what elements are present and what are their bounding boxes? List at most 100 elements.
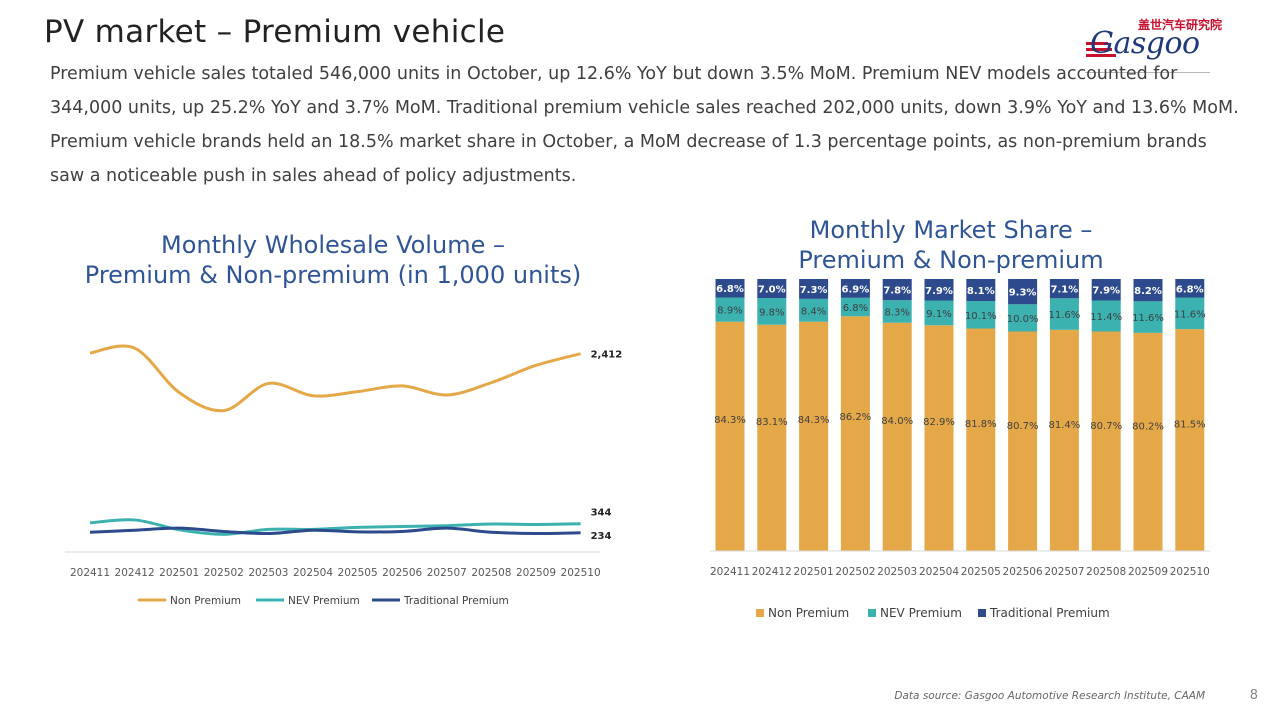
bar-segment-traditional-premium	[757, 279, 787, 299]
logo-wordmark: Gasgoo	[1090, 26, 1200, 61]
bar-data-label: 7.0%	[758, 285, 786, 296]
bar-data-label: 6.8%	[716, 284, 744, 295]
legend-swatch	[868, 609, 876, 617]
bar-data-label: 81.5%	[1174, 419, 1206, 430]
bar-segment-traditional-premium	[1175, 279, 1205, 298]
legend-label: Non Premium	[768, 606, 849, 620]
bar-data-label: 6.8%	[843, 303, 868, 314]
x-tick-label: 202502	[204, 567, 244, 579]
bar-segment-non-premium	[924, 325, 954, 551]
bar-data-label: 80.2%	[1132, 422, 1164, 433]
x-tick-label: 202505	[961, 566, 1001, 578]
bar-segment-non-premium	[882, 322, 912, 551]
bar-data-label: 8.9%	[717, 306, 742, 317]
bar-data-label: 11.4%	[1090, 312, 1122, 323]
bar-data-label: 7.1%	[1051, 285, 1079, 296]
legend-label: NEV Premium	[288, 595, 360, 607]
line-end-label: 234	[591, 531, 612, 542]
logo-chinese-text: 盖世汽车研究院	[1138, 18, 1223, 32]
x-tick-label: 202411	[710, 566, 750, 578]
bar-data-label: 86.2%	[840, 412, 872, 423]
x-tick-label: 202505	[338, 567, 378, 579]
x-tick-label: 202504	[293, 567, 333, 579]
bar-data-label: 8.1%	[967, 286, 995, 297]
bar-segment-traditional-premium	[715, 279, 745, 298]
bar-segment-non-premium	[1091, 331, 1121, 551]
bar-segment-non-premium	[757, 324, 787, 551]
x-tick-label: 202507	[1044, 566, 1084, 578]
bar-data-label: 8.4%	[801, 306, 826, 317]
legend-label: NEV Premium	[880, 606, 962, 620]
bar-segment-non-premium	[799, 321, 829, 551]
bar-segment-non-premium	[1008, 331, 1038, 551]
bar-segment-traditional-premium	[966, 279, 996, 302]
logo-stripe	[1086, 48, 1112, 51]
bar-segment-non-premium	[1049, 329, 1079, 551]
bar-segment-non-premium	[715, 321, 745, 551]
bar-segment-non-premium	[966, 328, 996, 551]
x-tick-label: 202509	[516, 567, 556, 579]
bar-data-label: 10.1%	[965, 311, 997, 322]
bar-data-label: 9.3%	[1009, 288, 1037, 299]
bar-segment-traditional-premium	[1091, 279, 1121, 301]
x-tick-label: 202411	[70, 567, 110, 579]
x-tick-label: 202504	[919, 566, 959, 578]
bar-segment-non-premium	[1133, 332, 1163, 551]
page-number: 8	[1249, 688, 1258, 703]
bar-data-label: 84.3%	[714, 415, 746, 426]
x-tick-label: 202501	[794, 566, 834, 578]
bar-data-label: 6.8%	[1176, 284, 1204, 295]
legend-swatch	[756, 609, 764, 617]
bar-segment-nev-premium	[840, 297, 870, 317]
bar-data-label: 8.2%	[1134, 286, 1162, 297]
x-tick-label: 202506	[1003, 566, 1043, 578]
legend-label: Traditional Premium	[403, 595, 509, 607]
x-tick-label: 202510	[1170, 566, 1210, 578]
x-tick-label: 202412	[752, 566, 792, 578]
bar-data-label: 6.9%	[842, 284, 870, 295]
bar-data-label: 9.8%	[759, 307, 784, 318]
bar-segment-traditional-premium	[882, 279, 912, 301]
bar-segment-nev-premium	[924, 300, 954, 326]
header-rule	[1085, 72, 1210, 73]
bar-data-label: 81.4%	[1049, 420, 1081, 431]
bar-segment-traditional-premium	[1049, 279, 1079, 299]
logo-stripe	[1086, 42, 1108, 45]
bar-segment-nev-premium	[715, 297, 745, 322]
bar-segment-nev-premium	[799, 298, 829, 322]
bar-data-label: 7.9%	[1092, 286, 1120, 297]
bar-segment-nev-premium	[882, 300, 912, 323]
bar-segment-nev-premium	[1091, 300, 1121, 332]
x-tick-label: 202509	[1128, 566, 1168, 578]
market-share-stacked-bar-chart: Monthly Market Share – Premium & Non-pre…	[710, 216, 1210, 620]
bar-segment-non-premium	[840, 316, 870, 551]
x-tick-label: 202508	[1086, 566, 1126, 578]
x-tick-label: 202503	[248, 567, 288, 579]
data-source-note: Data source: Gasgoo Automotive Research …	[894, 690, 1205, 702]
bar-chart-title-line1: Monthly Market Share –	[810, 216, 1093, 244]
legend-swatch	[978, 609, 986, 617]
bar-data-label: 10.0%	[1007, 314, 1039, 325]
x-tick-label: 202507	[427, 567, 467, 579]
bar-chart-title-line2: Premium & Non-premium	[798, 246, 1103, 274]
bar-data-label: 11.6%	[1174, 309, 1206, 320]
bar-segment-nev-premium	[1133, 301, 1163, 333]
x-tick-label: 202503	[877, 566, 917, 578]
x-tick-label: 202510	[561, 567, 601, 579]
bar-segment-traditional-premium	[799, 279, 829, 299]
bar-segment-nev-premium	[1175, 297, 1205, 330]
bar-segment-nev-premium	[966, 301, 996, 329]
x-tick-label: 202508	[471, 567, 511, 579]
x-tick-label: 202501	[159, 567, 199, 579]
page-title: PV market – Premium vehicle	[44, 14, 506, 50]
line-series-traditional-premium	[89, 526, 581, 536]
bar-segment-traditional-premium	[1133, 279, 1163, 302]
bar-data-label: 84.3%	[798, 415, 830, 426]
bar-data-label: 7.9%	[925, 286, 953, 297]
bar-segment-nev-premium	[1049, 298, 1079, 330]
line-end-label: 2,412	[591, 350, 623, 361]
bar-data-label: 7.3%	[800, 285, 828, 296]
bar-data-label: 7.8%	[883, 286, 911, 297]
bar-segment-traditional-premium	[924, 279, 954, 301]
wholesale-volume-line-chart: Monthly Wholesale Volume – Premium & Non…	[65, 231, 623, 607]
